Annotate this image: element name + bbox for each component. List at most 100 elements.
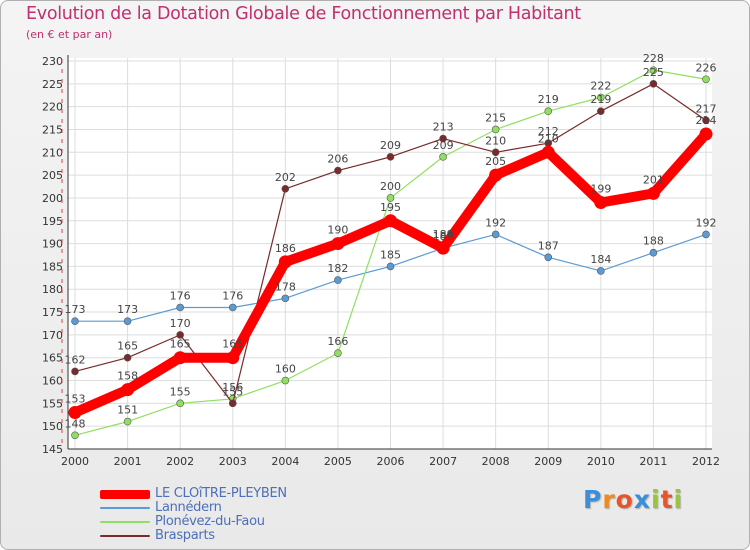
data-label-le-cloitre-pleyben: 165 [222, 338, 243, 351]
data-label-plonevez-du-faou: 166 [327, 335, 348, 348]
y-tick-label: 200 [42, 192, 63, 205]
data-label-lannedern: 176 [170, 289, 191, 302]
data-label-le-cloitre-pleyben: 186 [275, 242, 296, 255]
data-label-brasparts: 206 [327, 153, 348, 166]
data-point-plonevez-du-faou [491, 125, 500, 134]
data-label-plonevez-du-faou: 155 [170, 385, 191, 398]
data-label-lannedern: 192 [696, 216, 717, 229]
data-point-plonevez-du-faou [334, 349, 342, 357]
logo-letter: t [660, 485, 674, 514]
y-tick-label: 220 [42, 101, 63, 114]
data-point-lannedern [386, 262, 395, 271]
x-tick-label: 2002 [166, 455, 194, 468]
data-point-brasparts [597, 107, 605, 116]
data-label-lannedern: 192 [485, 216, 506, 229]
y-tick-label: 195 [42, 215, 63, 228]
data-label-brasparts: 155 [222, 385, 243, 398]
legend-swatch [100, 507, 150, 509]
data-point-plonevez-du-faou [597, 93, 605, 102]
data-label-le-cloitre-pleyben: 201 [643, 173, 664, 186]
data-label-brasparts: 213 [433, 121, 454, 134]
data-label-lannedern: 178 [275, 280, 296, 293]
x-tick-label: 2010 [587, 455, 615, 468]
data-point-lannedern [123, 317, 132, 325]
data-point-brasparts [71, 367, 79, 376]
y-tick-label: 165 [42, 352, 63, 365]
grid [68, 58, 712, 450]
data-label-brasparts: 212 [538, 125, 559, 138]
data-label-le-cloitre-pleyben: 195 [380, 201, 401, 214]
y-tick-label: 145 [42, 443, 63, 456]
data-label-brasparts: 165 [117, 340, 138, 353]
y-tick-label: 190 [42, 238, 63, 251]
series [68, 66, 713, 440]
proxiti-logo: Proxiti [583, 485, 683, 514]
data-point-le-cloitre-pleyben [699, 127, 713, 141]
data-label-le-cloitre-pleyben: 214 [696, 114, 717, 127]
data-point-brasparts [334, 166, 342, 175]
data-point-le-cloitre-pleyben [384, 214, 397, 228]
legend-swatch [100, 521, 150, 523]
data-label-plonevez-du-faou: 219 [538, 93, 559, 106]
y-tick-label: 205 [42, 169, 63, 182]
data-label-plonevez-du-faou: 200 [380, 180, 401, 193]
data-point-brasparts [491, 148, 500, 157]
logo-letter: P [583, 485, 603, 514]
data-point-plonevez-du-faou [439, 153, 447, 161]
y-tick-label: 160 [42, 375, 63, 388]
data-point-brasparts [649, 80, 658, 88]
data-point-plonevez-du-faou [281, 376, 290, 385]
data-label-lannedern: 173 [117, 303, 138, 316]
y-tick-label: 170 [42, 329, 63, 342]
data-label-le-cloitre-pleyben: 153 [65, 392, 86, 405]
data-label-brasparts: 219 [590, 93, 611, 106]
data-label-lannedern: 189 [433, 230, 454, 243]
data-point-le-cloitre-pleyben [594, 196, 608, 210]
data-point-le-cloitre-pleyben [68, 405, 82, 419]
data-point-lannedern [228, 303, 237, 312]
data-point-brasparts [228, 399, 237, 408]
data-point-lannedern [544, 253, 553, 262]
data-point-brasparts [281, 185, 290, 193]
data-point-brasparts [439, 134, 447, 143]
data-point-plonevez-du-faou [176, 399, 184, 408]
data-label-plonevez-du-faou: 148 [65, 417, 86, 430]
data-label-le-cloitre-pleyben: 165 [170, 338, 191, 351]
data-point-brasparts [176, 331, 184, 339]
data-label-lannedern: 187 [538, 239, 559, 252]
data-point-brasparts [702, 116, 710, 125]
data-point-plonevez-du-faou [71, 431, 79, 440]
x-tick-label: 2007 [429, 455, 457, 468]
y-tick-label: 225 [42, 78, 63, 91]
data-label-le-cloitre-pleyben: 199 [590, 183, 611, 196]
legend-swatch [100, 535, 150, 537]
data-point-lannedern [649, 248, 658, 257]
data-point-le-cloitre-pleyben [121, 383, 135, 397]
data-label-le-cloitre-pleyben: 205 [485, 155, 506, 168]
data-label-brasparts: 217 [696, 102, 717, 115]
data-point-le-cloitre-pleyben [331, 237, 345, 251]
data-point-lannedern [702, 230, 710, 239]
data-label-brasparts: 225 [643, 66, 664, 79]
data-labels: 153 158 165 165 186 190 195 189 205 210 199 201 214 1… [65, 52, 717, 430]
data-label-le-cloitre-pleyben: 210 [538, 132, 559, 145]
data-point-lannedern [597, 267, 605, 275]
y-tick-label: 150 [42, 420, 63, 433]
y-tick-label: 210 [42, 146, 63, 159]
data-point-plonevez-du-faou [702, 75, 710, 84]
data-point-brasparts [123, 353, 132, 362]
data-label-plonevez-du-faou: 226 [696, 61, 717, 74]
data-point-le-cloitre-pleyben [226, 351, 240, 365]
logo-letter: r [602, 485, 616, 514]
x-tick-label: 2001 [114, 455, 142, 468]
data-point-brasparts [386, 153, 395, 161]
y-tick-label: 175 [42, 306, 63, 319]
x-tick-label: 2009 [534, 455, 562, 468]
y-tick-label: 230 [42, 55, 63, 68]
axes: 145 150 155 160 165 170 175 180 185 190 195 200 205 2… [42, 55, 720, 468]
data-label-le-cloitre-pleyben: 189 [433, 228, 454, 241]
data-label-plonevez-du-faou: 222 [590, 80, 611, 93]
legend-label: LE CLOîTRE-PLEYBEN [155, 486, 287, 501]
data-label-plonevez-du-faou: 156 [222, 381, 243, 394]
